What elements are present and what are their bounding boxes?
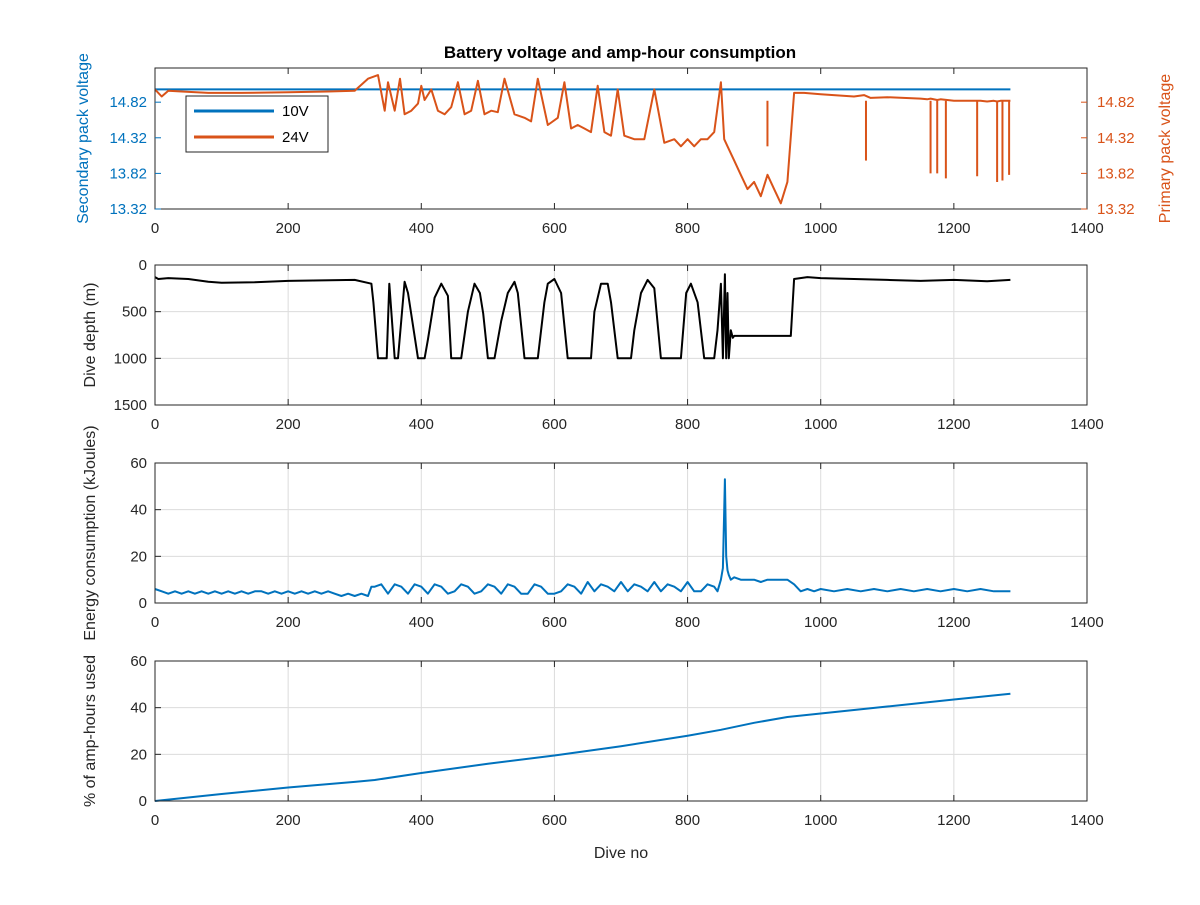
y-tick-label: 60 xyxy=(130,455,147,472)
x-tick-label: 1400 xyxy=(1070,812,1103,829)
x-tick-label: 400 xyxy=(409,220,434,237)
x-tick-label: 400 xyxy=(409,614,434,631)
axes-box xyxy=(154,67,1088,210)
figure-title: Battery voltage and amp-hour consumption xyxy=(444,43,796,62)
legend-label: 24V xyxy=(282,129,309,146)
y-right-tick-label: 14.32 xyxy=(1097,130,1135,147)
axes-box xyxy=(154,264,1088,406)
series-line-p2-0 xyxy=(154,478,1011,597)
x-tick-label: 1000 xyxy=(804,416,837,433)
x-tick-label: 600 xyxy=(542,416,567,433)
x-tick-label: 200 xyxy=(276,812,301,829)
y-tick-label: 20 xyxy=(130,548,147,565)
series-line-p3-0 xyxy=(154,692,1011,802)
x-tick-label: 1200 xyxy=(937,614,970,631)
x-tick-label: 600 xyxy=(542,220,567,237)
x-tick-label: 0 xyxy=(151,812,159,829)
x-tick-label: 0 xyxy=(151,614,159,631)
x-tick-label: 200 xyxy=(276,220,301,237)
x-tick-label: 1400 xyxy=(1070,220,1103,237)
x-tick-label: 400 xyxy=(409,812,434,829)
series-line-24v xyxy=(154,74,1011,205)
y-axis-label: Dive depth (m) xyxy=(82,283,99,388)
x-axis-label: Dive no xyxy=(594,845,648,862)
x-tick-label: 1000 xyxy=(804,220,837,237)
series-line-p1-0 xyxy=(154,273,1011,360)
y-right-axis-label: Primary pack voltage xyxy=(1157,74,1174,223)
y-right-tick-label: 13.32 xyxy=(1097,201,1135,218)
x-tick-label: 800 xyxy=(675,220,700,237)
y-tick-label: 0 xyxy=(139,595,147,612)
y-axis-label: % of amp-hours used xyxy=(82,655,99,807)
axes-box xyxy=(154,660,1088,802)
y-tick-label: 13.82 xyxy=(109,165,147,182)
y-right-tick-label: 14.82 xyxy=(1097,94,1135,111)
legend-label: 10V xyxy=(282,103,309,120)
x-tick-label: 1000 xyxy=(804,812,837,829)
x-tick-label: 1000 xyxy=(804,614,837,631)
x-tick-label: 600 xyxy=(542,614,567,631)
x-tick-label: 800 xyxy=(675,812,700,829)
x-tick-label: 1400 xyxy=(1070,416,1103,433)
y-tick-label: 1000 xyxy=(114,350,147,367)
x-tick-label: 1200 xyxy=(937,220,970,237)
y-axis-label: Energy consumption (kJoules) xyxy=(82,425,99,640)
y-tick-label: 1500 xyxy=(114,397,147,414)
y-tick-label: 20 xyxy=(130,746,147,763)
y-tick-label: 14.32 xyxy=(109,130,147,147)
y-axis-label: Secondary pack voltage xyxy=(75,53,92,224)
x-tick-label: 0 xyxy=(151,416,159,433)
y-right-tick-label: 13.82 xyxy=(1097,165,1135,182)
x-tick-label: 1200 xyxy=(937,416,970,433)
x-tick-label: 800 xyxy=(675,416,700,433)
y-tick-label: 40 xyxy=(130,502,147,519)
y-tick-label: 40 xyxy=(130,700,147,717)
x-tick-label: 0 xyxy=(151,220,159,237)
x-tick-label: 600 xyxy=(542,812,567,829)
legend-box xyxy=(185,95,329,153)
y-tick-label: 0 xyxy=(139,257,147,274)
x-tick-label: 400 xyxy=(409,416,434,433)
x-tick-label: 1200 xyxy=(937,812,970,829)
y-tick-label: 13.32 xyxy=(109,201,147,218)
y-tick-label: 500 xyxy=(122,304,147,321)
x-tick-label: 200 xyxy=(276,416,301,433)
y-tick-label: 60 xyxy=(130,653,147,670)
x-tick-label: 200 xyxy=(276,614,301,631)
y-tick-label: 14.82 xyxy=(109,94,147,111)
axes-box xyxy=(154,462,1088,604)
x-tick-label: 800 xyxy=(675,614,700,631)
y-tick-label: 0 xyxy=(139,793,147,810)
x-tick-label: 1400 xyxy=(1070,614,1103,631)
